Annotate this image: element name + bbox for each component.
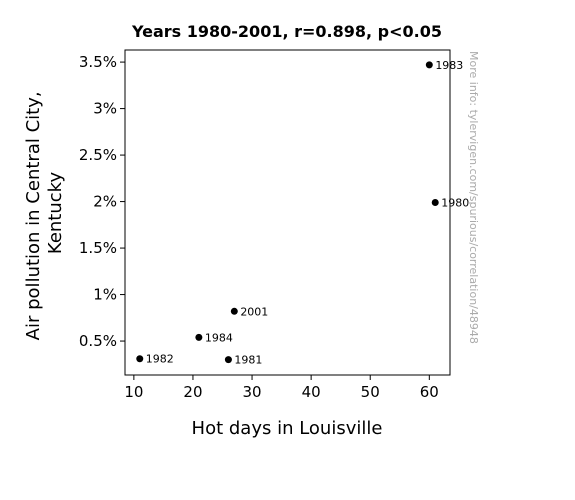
x-tick-label: 40 [302, 383, 321, 401]
y-tick-label: 3.5% [79, 53, 117, 71]
data-point [195, 333, 203, 341]
y-tick-label: 1.5% [79, 239, 117, 257]
y-axis-label-line-2: Kentucky [45, 172, 66, 255]
y-tick-label: 0.5% [79, 332, 117, 350]
data-point [431, 199, 439, 207]
watermark-text: More info: tylervigen.com/spurious/corre… [467, 51, 480, 344]
x-tick-label: 30 [242, 383, 261, 401]
chart-title: Years 1980-2001, r=0.898, p<0.05 [131, 22, 442, 41]
data-point [230, 307, 238, 315]
plot-area [124, 49, 451, 376]
data-point [224, 356, 232, 364]
x-axis-label: Hot days in Louisville [192, 418, 383, 439]
data-point-label: 2001 [240, 305, 268, 318]
y-axis-label-line-1: Air pollution in Central City, [23, 91, 44, 340]
y-axis-label: Air pollution in Central City, Kentucky [23, 86, 66, 341]
data-point [136, 355, 144, 363]
x-tick-label: 10 [124, 383, 143, 401]
y-tick-label: 2.5% [79, 146, 117, 164]
x-tick-label: 60 [420, 383, 439, 401]
data-point [425, 61, 433, 69]
data-point-label: 1983 [435, 59, 463, 72]
data-point-label: 1984 [205, 331, 233, 344]
data-points: 1983 1980 2001 1984 1982 1981 [136, 59, 469, 367]
data-point-label: 1981 [234, 354, 262, 367]
data-point-label: 1982 [146, 353, 174, 366]
x-axis: 10 20 30 40 50 60 [124, 375, 439, 401]
y-axis: 0.5% 1% 1.5% 2% 2.5% 3% 3.5% [79, 53, 125, 350]
y-tick-label: 2% [93, 193, 117, 211]
data-point-label: 1980 [441, 197, 469, 210]
x-tick-label: 20 [183, 383, 202, 401]
y-tick-label: 3% [93, 100, 117, 118]
x-tick-label: 50 [361, 383, 380, 401]
y-tick-label: 1% [93, 286, 117, 304]
